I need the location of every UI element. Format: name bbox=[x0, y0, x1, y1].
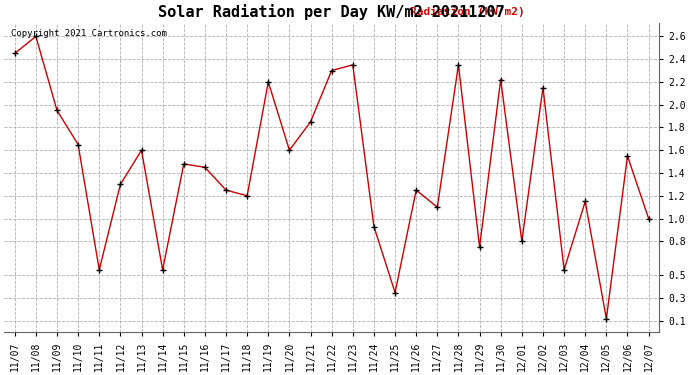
Title: Solar Radiation per Day KW/m2 20211207: Solar Radiation per Day KW/m2 20211207 bbox=[158, 4, 505, 20]
Text: Copyright 2021 Cartronics.com: Copyright 2021 Cartronics.com bbox=[11, 29, 166, 38]
Text: Radiation (kW/m2): Radiation (kW/m2) bbox=[411, 6, 525, 16]
